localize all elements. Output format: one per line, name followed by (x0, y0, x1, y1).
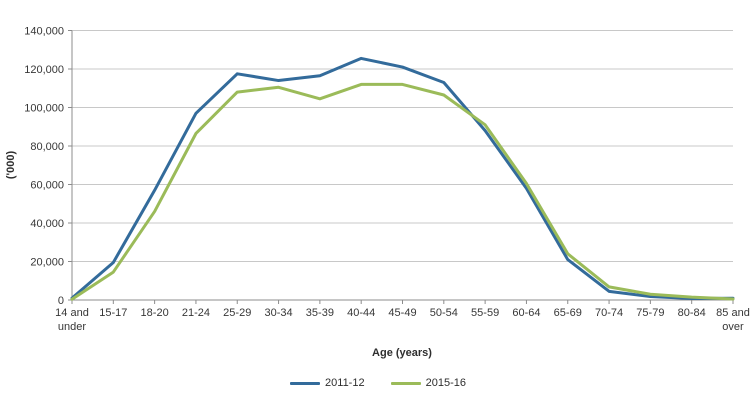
gridlines-group (72, 30, 733, 262)
chart-legend: 2011-12 2015-16 (0, 372, 756, 394)
legend-label-2015-16: 2015-16 (425, 377, 466, 389)
x-axis-ticks-group (71, 300, 734, 304)
y-tick-label: 60,000 (30, 180, 64, 192)
series-line-2015-16 (70, 82, 735, 301)
x-tick-label: 60-64 (512, 307, 540, 319)
x-axis-labels-group: 14 and under 15-17 18-20 21-24 25-29 30-34 35-3… (55, 307, 750, 333)
y-tick-label: 20,000 (30, 257, 64, 269)
y-axis-title: ('000) (5, 151, 17, 180)
series-line-2011-12 (70, 56, 735, 300)
x-tick-label: 18-20 (141, 307, 169, 319)
y-axis-labels-group: 0 20,000 40,000 60,000 80,000 100,000 120,000 1… (24, 26, 64, 308)
x-axis-title: Age (years) (372, 347, 432, 359)
x-tick-label: 40-44 (347, 307, 375, 319)
x-tick-label: 85 and over (716, 307, 750, 333)
x-tick-label: 45-49 (388, 307, 416, 319)
y-tick-label: 120,000 (24, 64, 64, 76)
x-tick-label: 21-24 (182, 307, 210, 319)
y-tick-label: 100,000 (24, 103, 64, 115)
legend-line-swatch-2011-12 (290, 381, 321, 385)
x-tick-label: 70-74 (595, 307, 623, 319)
x-tick-label: 25-29 (223, 307, 251, 319)
x-tick-label: 50-54 (430, 307, 458, 319)
x-tick-label: 15-17 (99, 307, 127, 319)
x-tick-label: 35-39 (306, 307, 334, 319)
legend-item-2011-12: 2011-12 (290, 377, 365, 389)
y-tick-label: 140,000 (24, 26, 64, 38)
x-tick-label: 75-79 (636, 307, 664, 319)
axes-group (71, 30, 733, 301)
legend-label-2011-12: 2011-12 (325, 377, 365, 389)
y-tick-label: 80,000 (30, 141, 64, 153)
legend-line-swatch-2015-16 (390, 381, 421, 385)
x-tick-label: 80-84 (678, 307, 706, 319)
x-tick-label: 55-59 (471, 307, 499, 319)
x-tick-label: 30-34 (264, 307, 292, 319)
series-lines-group (70, 56, 735, 301)
legend-item-2015-16: 2015-16 (390, 377, 466, 389)
y-tick-label: 40,000 (30, 218, 64, 230)
x-tick-label: 14 and under (55, 307, 89, 333)
y-axis-ticks-group (68, 30, 72, 301)
y-tick-label: 0 (58, 295, 64, 307)
x-tick-label: 65-69 (554, 307, 582, 319)
